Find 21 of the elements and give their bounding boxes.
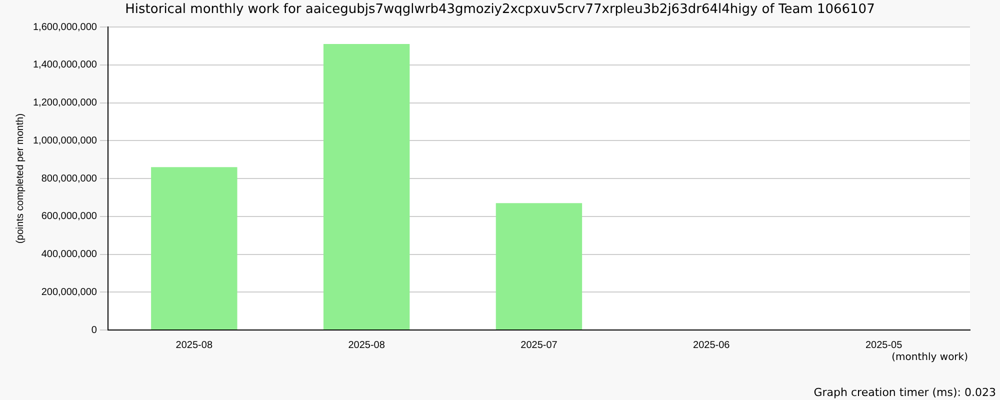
y-tick-label: 1,600,000,000: [32, 22, 98, 33]
x-axis-title: (monthly work): [892, 352, 968, 363]
y-tick-label: 0: [91, 324, 98, 336]
x-tick-label: 2025-06: [693, 340, 730, 351]
y-axis-title: (points completed per month): [14, 113, 26, 244]
y-tick-label: 800,000,000: [41, 173, 98, 184]
x-tick-label: 2025-07: [520, 340, 558, 351]
x-tick-label: 2025-08: [176, 340, 213, 351]
chart-title: Historical monthly work for aaicegubjs7wqglwrb43gmoziy2xcpxuv5crv77xrpleu3b2j63dr64l4higy of Team 1066107: [124, 2, 876, 17]
y-tick-label: 1,400,000,000: [32, 60, 98, 71]
y-tick-label: 600,000,000: [41, 211, 98, 222]
bar: [151, 167, 238, 330]
text: Graph creation timer (ms): 0.023: [814, 386, 996, 399]
x-tick-label: 2025-05: [865, 340, 903, 351]
x-tick-label: 2025-08: [348, 340, 386, 351]
y-tick-label: 200,000,000: [41, 286, 98, 298]
y-tick-label: 400,000,000: [41, 249, 98, 260]
y-tick-label: 1,200,000,000: [32, 98, 98, 108]
bar: [323, 44, 410, 330]
bar: [496, 203, 582, 330]
y-tick-label: 1,000,000,000: [32, 135, 98, 146]
